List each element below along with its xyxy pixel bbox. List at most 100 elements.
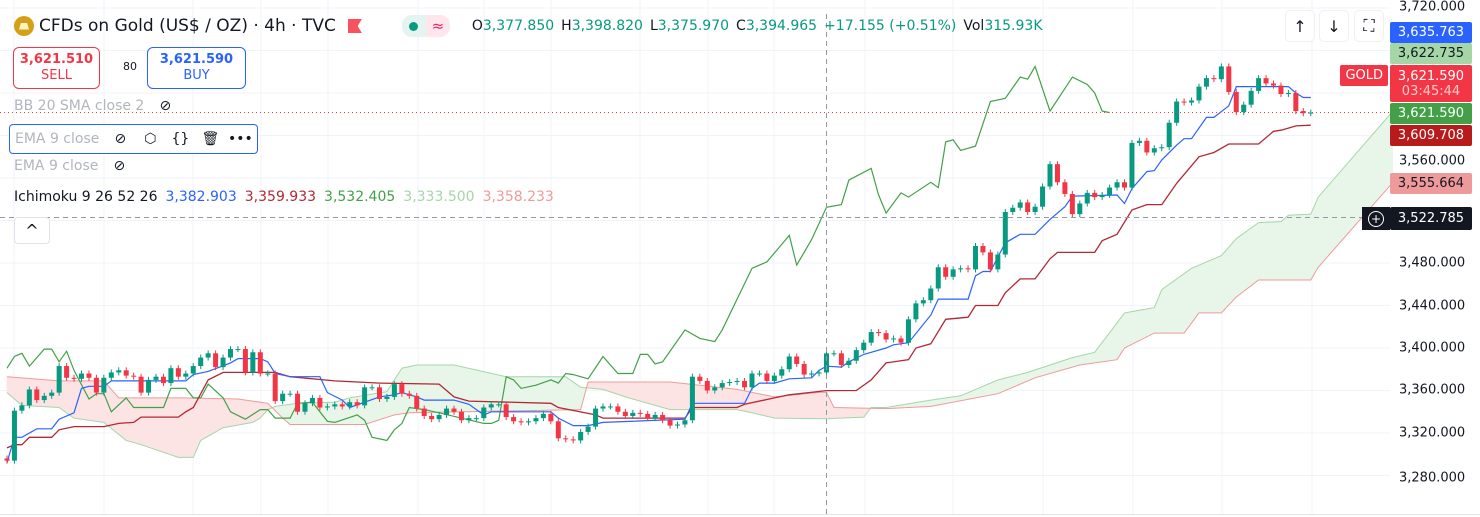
candle-up: [891, 338, 897, 340]
candle-up: [1084, 192, 1090, 204]
cloud-segment: [1373, 127, 1379, 205]
candle-down: [1069, 193, 1075, 215]
buy-price: 3,621.590: [159, 52, 234, 67]
candle-up: [1189, 100, 1195, 103]
candle-down: [1122, 182, 1127, 188]
cloud-segment: [1150, 307, 1155, 336]
candle-up: [682, 420, 688, 425]
candle-up: [578, 431, 584, 441]
cloud-segment: [483, 371, 488, 412]
axis-tick: 3,400.000: [1399, 340, 1466, 356]
add-alert-button[interactable]: +: [1362, 207, 1390, 230]
cloud-segment: [494, 373, 500, 412]
indicator-ema[interactable]: EMA 9 close ⊘: [14, 157, 128, 175]
cloud-segment: [368, 393, 373, 424]
eye-hidden-icon[interactable]: ⊘: [159, 98, 172, 114]
cloud-segment: [1008, 375, 1014, 390]
candle-up: [1002, 212, 1008, 255]
candle-up: [496, 404, 502, 406]
candle-down: [257, 352, 263, 374]
candle-up: [466, 418, 472, 421]
candle-down: [943, 267, 949, 277]
candle-up: [809, 373, 815, 375]
scroll-up-button[interactable]: ↑: [1285, 10, 1315, 42]
cloud-segment: [539, 376, 544, 411]
source-code-icon[interactable]: {}: [171, 131, 190, 147]
cloud-segment: [1209, 258, 1215, 314]
candle-down: [742, 380, 748, 388]
cloud-segment: [785, 395, 790, 419]
cloud-segment: [43, 379, 49, 408]
candle-up: [526, 421, 531, 423]
fullscreen-button[interactable]: ⛶: [1354, 10, 1384, 42]
low-value: 3,375.970: [657, 18, 730, 34]
cloud-segment: [308, 402, 313, 425]
cloud-segment: [215, 398, 220, 433]
cloud-segment: [781, 395, 786, 419]
candle-down: [1211, 78, 1217, 80]
cloud-segment: [1355, 149, 1360, 226]
cloud-segment: [1180, 273, 1185, 334]
cloud-segment: [1202, 261, 1207, 314]
cloud-segment: [1239, 232, 1244, 295]
candle-up: [600, 406, 606, 409]
cloud-segment: [114, 392, 120, 436]
cloud-segment: [725, 387, 730, 410]
candle-down: [503, 404, 509, 418]
trash-icon[interactable]: 🗑: [201, 131, 220, 147]
market-open-dot-icon: [401, 15, 426, 37]
candle-down: [295, 393, 301, 412]
indicator-ichimoku[interactable]: Ichimoku 9 26 52 26 3,382.903 3,359.933 …: [14, 189, 554, 205]
cloud-segment: [729, 388, 734, 410]
candle-up: [1248, 90, 1254, 105]
candle-up: [958, 268, 964, 270]
candle-down: [317, 397, 323, 408]
cloud-segment: [446, 364, 451, 413]
market-status[interactable]: ≈: [401, 15, 450, 37]
cloud-segment: [353, 396, 358, 425]
cloud-segment: [405, 366, 410, 414]
indicator-ema-selected[interactable]: EMA 9 close ⊘ ⬡ {} 🗑 •••: [9, 124, 259, 154]
candle-down: [987, 252, 993, 270]
cloud-segment: [803, 393, 809, 419]
scroll-down-button[interactable]: ↓: [1319, 10, 1349, 42]
candle-down: [1233, 91, 1239, 113]
spread-value: 80: [123, 60, 137, 73]
cloud-segment: [680, 382, 686, 410]
cloud-segment: [990, 381, 995, 396]
candle-down: [86, 373, 92, 378]
candle-up: [630, 412, 636, 416]
candle-up: [1285, 93, 1291, 95]
eye-hidden-icon[interactable]: ⊘: [114, 131, 127, 147]
candle-down: [697, 376, 703, 381]
cloud-segment: [1288, 214, 1293, 281]
axis-tick: 3,480.000: [1399, 255, 1466, 271]
sell-button[interactable]: 3,621.510 SELL: [13, 47, 100, 89]
collapse-legend-button[interactable]: ^: [14, 217, 50, 244]
eye-hidden-icon[interactable]: ⊘: [113, 158, 126, 174]
buy-button[interactable]: 3,621.590 BUY: [147, 47, 246, 89]
settings-icon[interactable]: ⬡: [144, 131, 157, 147]
cloud-segment: [1306, 213, 1312, 281]
axis-tick: 3,360.000: [1399, 382, 1466, 398]
more-icon[interactable]: •••: [227, 131, 253, 147]
flag-icon[interactable]: [347, 19, 362, 33]
candle-up: [1151, 148, 1157, 153]
cloud-segment: [643, 381, 649, 404]
candle-down: [1054, 164, 1060, 183]
tenkan-value: 3,382.903: [165, 189, 237, 205]
candle-down: [377, 387, 382, 399]
cloud-segment: [788, 394, 794, 419]
symbol-title[interactable]: CFDs on Gold (US$ / OZ) · 4h · TVC: [39, 16, 336, 36]
candle-up: [905, 319, 911, 343]
volume-value: 315.93K: [984, 18, 1043, 34]
cloud-segment: [636, 381, 641, 402]
candle-up: [11, 410, 17, 461]
indicator-bb[interactable]: BB 20 SMA close 2 ⊘: [14, 97, 174, 115]
symbol-legend: CFDs on Gold (US$ / OZ) · 4h · TVC ≈ O3,…: [14, 14, 1043, 38]
candle-down: [570, 439, 576, 441]
crosshair-price-tag: 3,522.785: [1390, 207, 1472, 230]
cloud-segment: [662, 381, 667, 409]
cloud-segment: [632, 381, 637, 401]
